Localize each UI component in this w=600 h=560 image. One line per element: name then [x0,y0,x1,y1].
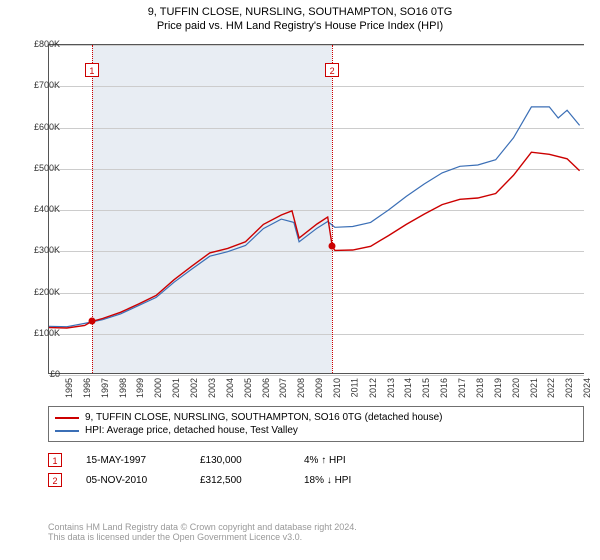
tx-price: £312,500 [200,475,280,486]
tx-pct: 4% ↑ HPI [304,455,394,466]
transaction-table: 1 15-MAY-1997 £130,000 4% ↑ HPI 2 05-NOV… [48,450,394,490]
x-axis-label: 2019 [493,378,503,398]
x-axis-label: 2010 [332,378,342,398]
x-axis-label: 2022 [546,378,556,398]
x-axis-label: 2000 [153,378,163,398]
x-axis-label: 2005 [243,378,253,398]
chart-lines [49,45,585,375]
footer-line: Contains HM Land Registry data © Crown c… [48,522,357,532]
legend: 9, TUFFIN CLOSE, NURSLING, SOUTHAMPTON, … [48,406,584,442]
footer-line: This data is licensed under the Open Gov… [48,532,357,542]
x-axis-label: 2001 [171,378,181,398]
x-axis-label: 2008 [296,378,306,398]
x-axis-label: 2002 [189,378,199,398]
legend-row: 9, TUFFIN CLOSE, NURSLING, SOUTHAMPTON, … [55,411,577,424]
x-axis-label: 1999 [135,378,145,398]
legend-swatch [55,430,79,432]
x-axis-label: 2012 [368,378,378,398]
x-axis-label: 2003 [207,378,217,398]
x-axis-label: 2016 [439,378,449,398]
tx-marker: 2 [48,473,62,487]
x-axis-label: 2017 [457,378,467,398]
footer-attribution: Contains HM Land Registry data © Crown c… [48,522,357,542]
x-axis-label: 2018 [475,378,485,398]
gridline [49,375,584,376]
tx-marker: 1 [48,453,62,467]
x-axis-label: 1995 [64,378,74,398]
x-axis-label: 2004 [225,378,235,398]
x-axis-label: 1997 [100,378,110,398]
tx-price: £130,000 [200,455,280,466]
marker-number: 1 [85,63,99,77]
legend-row: HPI: Average price, detached house, Test… [55,424,577,437]
x-axis-label: 2007 [278,378,288,398]
x-axis-label: 2020 [511,378,521,398]
x-axis-label: 1996 [82,378,92,398]
series-property [49,152,580,328]
tx-pct: 18% ↓ HPI [304,475,394,486]
legend-label: HPI: Average price, detached house, Test… [85,425,298,436]
legend-swatch [55,417,79,419]
x-axis-label: 2021 [529,378,539,398]
x-axis-label: 2009 [314,378,324,398]
chart-title: 9, TUFFIN CLOSE, NURSLING, SOUTHAMPTON, … [0,0,600,18]
x-axis-label: 2006 [261,378,271,398]
chart-subtitle: Price paid vs. HM Land Registry's House … [0,18,600,32]
x-axis-label: 2013 [386,378,396,398]
marker-dot [88,318,95,325]
x-axis-label: 2011 [349,378,359,397]
x-axis-label: 2014 [403,378,413,398]
tx-date: 15-MAY-1997 [86,455,176,466]
series-hpi [49,107,580,327]
marker-number: 2 [325,63,339,77]
chart-plot-area: 12 [48,44,584,374]
transaction-row: 2 05-NOV-2010 £312,500 18% ↓ HPI [48,470,394,490]
marker-dot [329,243,336,250]
tx-date: 05-NOV-2010 [86,475,176,486]
x-axis-label: 2024 [582,378,592,398]
x-axis-label: 2015 [421,378,431,398]
transaction-row: 1 15-MAY-1997 £130,000 4% ↑ HPI [48,450,394,470]
x-axis-label: 2023 [564,378,574,398]
legend-label: 9, TUFFIN CLOSE, NURSLING, SOUTHAMPTON, … [85,412,443,423]
x-axis-label: 1998 [118,378,128,398]
